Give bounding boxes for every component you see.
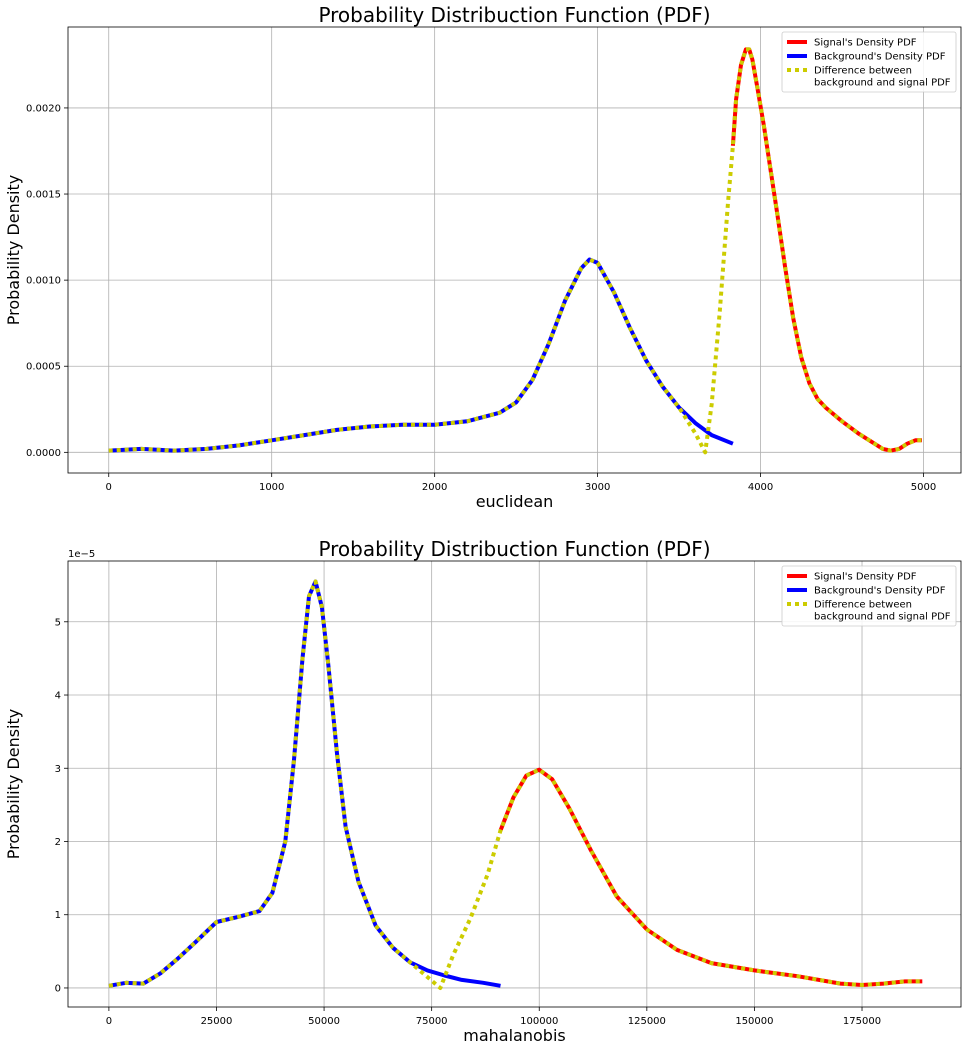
y-tick-label: 1 xyxy=(55,910,61,921)
x-tick-label: 5000 xyxy=(911,482,936,493)
y-axis-label: Probability Density xyxy=(4,709,23,860)
series-line xyxy=(108,579,923,990)
y-offset-label: 1e−5 xyxy=(68,549,95,560)
legend-label: Background's Density PDF xyxy=(814,586,946,597)
y-tick-label: 0.0020 xyxy=(26,103,61,114)
legend-label: Difference between background and signal … xyxy=(814,66,951,89)
legend: Signal's Density PDF Background's Density… xyxy=(781,31,957,93)
x-tick-label: 125000 xyxy=(628,1016,666,1027)
legend-label-line: Difference between xyxy=(814,600,912,611)
chart-title: Probability Distribuction Function (PDF) xyxy=(318,3,710,27)
legend-label-line: Difference between xyxy=(814,66,912,77)
legend-label: Signal's Density PDF xyxy=(814,38,917,49)
legend-label-line: background and signal PDF xyxy=(814,612,951,623)
legend-label-line: Background's Density PDF xyxy=(814,586,946,597)
series-line xyxy=(498,767,923,987)
y-tick-label: 0.0000 xyxy=(26,448,61,459)
y-tick-label: 0.0005 xyxy=(26,362,61,373)
legend-label-line: Signal's Density PDF xyxy=(814,572,917,583)
x-tick-label: 0 xyxy=(106,1016,112,1027)
plot-frame xyxy=(67,560,962,1008)
x-tick-label: 4000 xyxy=(748,482,773,493)
x-tick-label: 2000 xyxy=(422,482,447,493)
series-line xyxy=(108,257,734,453)
series-line xyxy=(108,47,922,455)
y-axis-label: Probability Density xyxy=(4,175,23,326)
chart-2: 0 25000 50000 75000 100000 125000 150000 175000… xyxy=(4,537,962,1045)
plot-frame xyxy=(67,26,962,474)
legend-box xyxy=(781,31,957,93)
legend-label-line: Background's Density PDF xyxy=(814,52,946,63)
legend-label: Background's Density PDF xyxy=(814,52,946,63)
x-tick-label: 25000 xyxy=(201,1016,233,1027)
y-tick-label: 3 xyxy=(55,764,61,775)
y-tick-label: 0 xyxy=(55,983,61,994)
x-axis-label: euclidean xyxy=(476,492,554,511)
legend-label-line: Signal's Density PDF xyxy=(814,38,917,49)
y-tick-label: 4 xyxy=(55,691,61,702)
chart-title: Probability Distribuction Function (PDF) xyxy=(318,537,710,561)
y-tick-label: 2 xyxy=(55,837,61,848)
y-tick-label: 0.0010 xyxy=(26,276,61,287)
x-tick-label: 175000 xyxy=(843,1016,881,1027)
y-tick-label: 0.0015 xyxy=(26,190,61,201)
x-tick-label: 75000 xyxy=(416,1016,448,1027)
legend: Signal's Density PDF Background's Density… xyxy=(781,565,957,627)
x-axis-label: mahalanobis xyxy=(463,1026,565,1045)
x-tick-label: 3000 xyxy=(585,482,610,493)
chart-1: 0 1000 2000 3000 4000 5000 0.0000 0.0005 0.0010 0… xyxy=(4,3,962,511)
x-tick-label: 100000 xyxy=(520,1016,558,1027)
x-tick-label: 150000 xyxy=(735,1016,773,1027)
y-tick-label: 5 xyxy=(55,617,61,628)
legend-label: Difference between background and signal … xyxy=(814,600,951,623)
x-tick-label: 1000 xyxy=(259,482,284,493)
legend-box xyxy=(781,565,957,627)
legend-label-line: background and signal PDF xyxy=(814,78,951,89)
x-tick-label: 50000 xyxy=(308,1016,340,1027)
legend-label: Signal's Density PDF xyxy=(814,572,917,583)
x-tick-label: 0 xyxy=(106,482,112,493)
